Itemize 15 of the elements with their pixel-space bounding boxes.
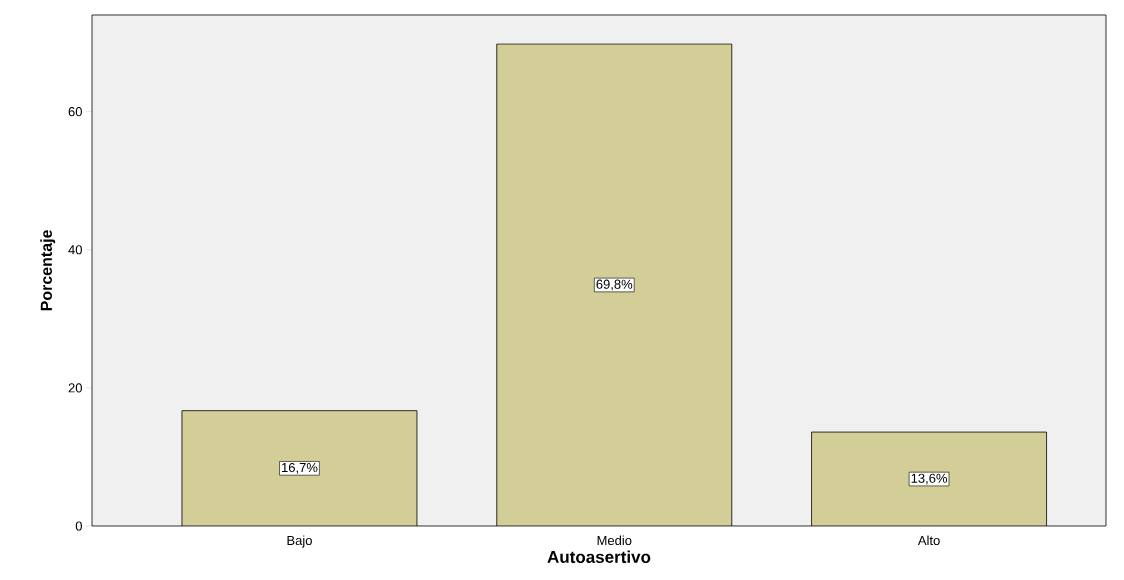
data-label: 69,8% <box>596 279 633 291</box>
bar <box>181 410 418 526</box>
y-tick-label: 60 <box>68 107 82 117</box>
y-tick-label: 40 <box>68 245 82 255</box>
y-tick-label: 0 <box>75 521 82 531</box>
y-axis-title: Porcentaje <box>40 230 56 311</box>
x-tick-label: Alto <box>917 535 940 546</box>
data-label: 16,7% <box>282 462 318 474</box>
data-label: 13,6% <box>911 473 948 485</box>
x-tick-label: Medio <box>597 535 632 546</box>
y-tick-label: 20 <box>68 383 82 393</box>
bar <box>811 431 1047 526</box>
x-tick-label: Bajo <box>287 535 312 548</box>
bar <box>496 43 733 526</box>
x-axis-title: Autoasertivo <box>547 550 651 563</box>
